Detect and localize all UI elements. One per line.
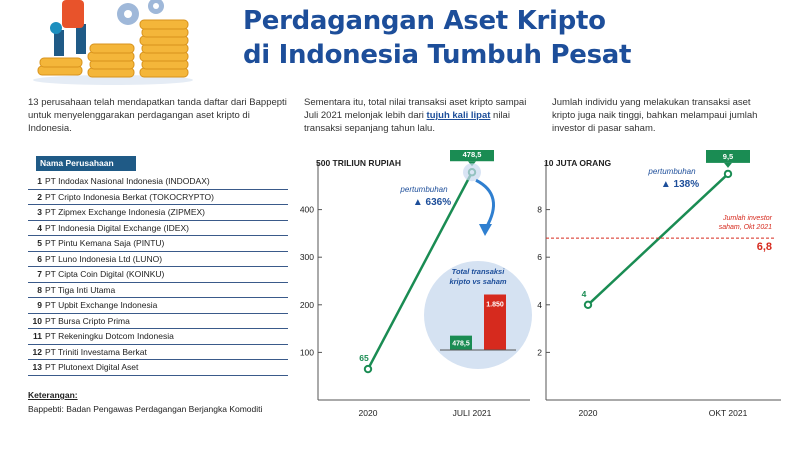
company-row: 4 PT Indonesia Digital Exchange (IDEX): [28, 221, 288, 236]
company-row: 12 PT Triniti Investama Berkat: [28, 345, 288, 360]
intro-mid-after: nilai transaksi sepanjang tahun lalu.: [304, 110, 510, 134]
company-number: 4: [37, 222, 42, 233]
company-name: PT Plutonext Digital Aset: [45, 362, 139, 372]
growth-value: ▲ 636%: [413, 197, 451, 208]
x-tick-label: JULI 2021: [453, 408, 492, 418]
company-list: 1 PT Indodax Nasional Indonesia (INDODAX)…: [28, 174, 288, 376]
company-number: 5: [37, 238, 42, 248]
company-name: PT Pintu Kemana Saja (PINTU): [45, 238, 165, 248]
data-label: 65: [359, 353, 369, 363]
data-label: 4: [582, 289, 587, 299]
title-line-2: di Indonesia Tumbuh Pesat: [243, 40, 632, 70]
company-number: 7: [37, 269, 42, 279]
companies-header: Nama Perusahaan: [36, 156, 136, 171]
inset-bar: [484, 294, 506, 350]
company-number: 6: [37, 253, 42, 264]
company-number: 13: [32, 362, 42, 372]
growth-label: pertumbuhan: [647, 167, 696, 176]
data-point: [363, 364, 373, 374]
badge-title: INDIVIDU: [713, 150, 744, 152]
data-point: [583, 300, 593, 310]
company-name: PT Bursa Cripto Prima: [45, 315, 130, 326]
badge-pointer: [724, 162, 732, 168]
company-name: PT Zipmex Exchange Indonesia (ZIPMEX): [45, 207, 205, 217]
company-row: 9 PT Upbit Exchange Indonesia: [28, 298, 288, 314]
gear-icon: [117, 0, 164, 25]
company-number: 1: [37, 176, 42, 186]
inset-subtitle: kripto vs saham: [449, 277, 506, 286]
company-row: 6 PT Luno Indonesia Ltd (LUNO): [28, 252, 288, 267]
inset-bar-label: 1.850: [486, 302, 504, 309]
y-tick-label: 6: [537, 252, 542, 262]
company-name: PT Cipta Coin Digital (KOINKU): [45, 269, 165, 279]
company-name: PT Indonesia Digital Exchange (IDEX): [45, 222, 189, 233]
crypto-illustration: [33, 0, 193, 85]
company-row: 11 PT Rekeningku Dotcom Indonesia: [28, 329, 288, 345]
company-row: 7 PT Cipta Coin Digital (KOINKU): [28, 267, 288, 283]
company-row: 5 PT Pintu Kemana Saja (PINTU): [28, 236, 288, 252]
y-tick-label: 2: [537, 347, 542, 357]
company-number: 11: [33, 331, 42, 341]
intro-left: 13 perusahaan telah mendapatkan tanda da…: [28, 97, 287, 134]
reference-value: 6,8: [757, 241, 772, 253]
series-line: [587, 172, 729, 306]
badge-box: [706, 150, 750, 163]
company-name: PT Indodax Nasional Indonesia (INDODAX): [45, 176, 210, 186]
badge-box: [450, 150, 494, 162]
series-line: [366, 171, 474, 370]
x-tick-label: OKT 2021: [709, 408, 748, 418]
transaction-chart: 500 TRILIUN RUPIAH 100 200 300 400 2020 JULI 2…: [300, 150, 532, 418]
reference-label-2: saham, Okt 2021: [719, 224, 772, 231]
company-number: 3: [37, 207, 42, 217]
intro-mid-before: Sementara itu, total nilai transaksi ase…: [304, 97, 527, 121]
y-tick-label: 8: [537, 205, 542, 215]
badge-value: 9,5: [723, 152, 733, 161]
company-number: 12: [32, 346, 42, 357]
x-tick-label: 2020: [579, 408, 598, 418]
y-tick-label: 300: [300, 252, 314, 262]
company-name: PT Tiga Inti Utama: [45, 284, 116, 295]
inset-title: Total transaksi: [452, 267, 506, 276]
y-tick-label: 200: [300, 300, 314, 310]
data-point: [723, 169, 733, 179]
company-row: 13 PT Plutonext Digital Aset: [28, 360, 288, 376]
note-text: Bappebti: Badan Pengawas Perdagangan Ber…: [28, 404, 263, 414]
end-point-highlight: [463, 163, 481, 182]
x-tick-label: 2020: [359, 408, 378, 418]
company-name: PT Triniti Investama Berkat: [45, 346, 147, 357]
y-axis-label: 10 JUTA ORANG: [544, 158, 611, 168]
company-row: 10 PT Bursa Cripto Prima: [28, 314, 288, 329]
growth-value: ▲ 138%: [661, 179, 699, 190]
company-number: 8: [37, 284, 42, 295]
badge-value: 478,5: [463, 150, 482, 159]
intro-right: Jumlah individu yang melakukan transaksi…: [552, 97, 758, 134]
company-name: PT Upbit Exchange Indonesia: [45, 300, 158, 310]
inset-bar-label: 478,5: [452, 341, 470, 348]
company-number: 2: [37, 191, 42, 202]
company-name: PT Cripto Indonesia Berkat (TOKOCRYPTO): [45, 191, 214, 202]
growth-label: pertumbuhan: [399, 185, 448, 194]
company-row: 2 PT Cripto Indonesia Berkat (TOKOCRYPTO): [28, 190, 288, 205]
y-tick-label: 400: [300, 205, 314, 215]
title-line-1: Perdagangan Aset Kripto: [243, 6, 606, 36]
inset-bar: [450, 335, 472, 350]
company-name: PT Luno Indonesia Ltd (LUNO): [45, 253, 163, 264]
intro-mid: Sementara itu, total nilai transaksi ase…: [304, 96, 530, 135]
callout-arrow: [475, 178, 495, 229]
individual-chart: 10 JUTA ORANG 2 4 6 8 2020 OKT 2021 4 INDIVIDU9,…: [537, 150, 781, 418]
company-row: 1 PT Indodax Nasional Indonesia (INDODAX): [28, 174, 288, 190]
y-tick-label: 4: [537, 300, 542, 310]
company-row: 3 PT Zipmex Exchange Indonesia (ZIPMEX): [28, 205, 288, 221]
callout-arrowhead: [479, 224, 492, 236]
y-tick-label: 100: [300, 347, 314, 357]
y-axis-label: 500 TRILIUN RUPIAH: [316, 158, 401, 168]
company-number: 9: [37, 300, 42, 310]
company-name: PT Rekeningku Dotcom Indonesia: [45, 331, 174, 341]
company-row: 8 PT Tiga Inti Utama: [28, 283, 288, 298]
page-title: Perdagangan Aset Kripto di Indonesia Tum…: [243, 4, 788, 72]
note-title: Keterangan:: [28, 390, 78, 400]
intro-mid-highlight: tujuh kali lipat: [426, 110, 491, 121]
reference-label: Jumlah investor: [722, 215, 773, 222]
company-number: 10: [32, 315, 42, 326]
